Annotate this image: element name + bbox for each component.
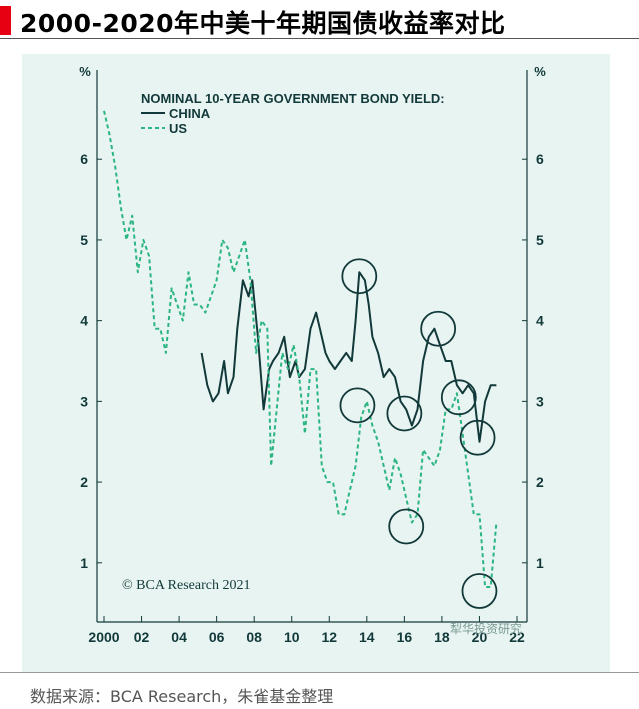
x-tick-label: 14 — [359, 629, 375, 645]
y-tick-label-left: 2 — [80, 474, 88, 490]
y-unit-left: % — [79, 64, 91, 79]
highlight-circle — [386, 395, 423, 432]
y-tick-label-right: 5 — [536, 232, 544, 248]
highlight-circle — [420, 310, 457, 347]
highlight-circle — [388, 508, 425, 545]
x-tick-label: 08 — [246, 629, 262, 645]
highlight-circle — [440, 379, 477, 416]
y-tick-label-right: 6 — [536, 151, 544, 167]
x-tick-label: 20 — [472, 629, 488, 645]
y-tick-label-right: 1 — [536, 555, 544, 571]
x-tick-label: 06 — [209, 629, 225, 645]
y-tick-label-right: 3 — [536, 393, 544, 409]
x-tick-label: 16 — [397, 629, 413, 645]
chart-credit: © BCA Research 2021 — [122, 578, 250, 593]
title-bar: 2000-2020年中美十年期国债收益率对比 — [0, 0, 639, 40]
title-accent-bar — [0, 6, 11, 35]
watermark: 犁华投资研究 — [450, 622, 523, 636]
footer: 数据来源：BCA Research，朱雀基金整理 — [0, 672, 639, 709]
highlight-circle — [461, 573, 498, 609]
y-tick-label-left: 3 — [80, 393, 88, 409]
highlight-circles — [339, 258, 498, 609]
x-tick-label: 10 — [284, 629, 300, 645]
axes — [96, 70, 528, 623]
highlight-circle — [459, 419, 496, 456]
series-line-china — [200, 271, 497, 443]
x-tick-label: 12 — [321, 629, 337, 645]
y-tick-label-left: 6 — [80, 151, 88, 167]
y-tick-label-right: 2 — [536, 474, 544, 490]
legend-label-us: US — [169, 121, 187, 136]
tick-marks — [97, 158, 527, 622]
highlight-circle — [341, 258, 378, 295]
source-note: 数据来源：BCA Research，朱雀基金整理 — [30, 687, 334, 706]
series-line-us — [103, 110, 498, 588]
y-tick-label-right: 4 — [536, 313, 544, 329]
chart-title: NOMINAL 10-YEAR GOVERNMENT BOND YIELD: — [141, 91, 445, 106]
y-tick-label-left: 1 — [80, 555, 88, 571]
title-divider — [0, 38, 639, 39]
y-tick-label-left: 5 — [80, 232, 88, 248]
page-title: 2000-2020年中美十年期国债收益率对比 — [20, 9, 506, 38]
x-tick-label: 2000 — [88, 629, 119, 645]
x-tick-label: 04 — [171, 629, 187, 645]
y-unit-right: % — [534, 64, 546, 79]
x-tick-label: 22 — [509, 629, 525, 645]
chart-panel — [22, 54, 610, 672]
series-layer — [103, 110, 498, 588]
highlight-circle — [339, 387, 376, 424]
x-tick-label: 02 — [134, 629, 150, 645]
y-tick-label-left: 4 — [80, 313, 88, 329]
x-tick-label: 18 — [434, 629, 450, 645]
legend-label-china: CHINA — [169, 106, 211, 121]
